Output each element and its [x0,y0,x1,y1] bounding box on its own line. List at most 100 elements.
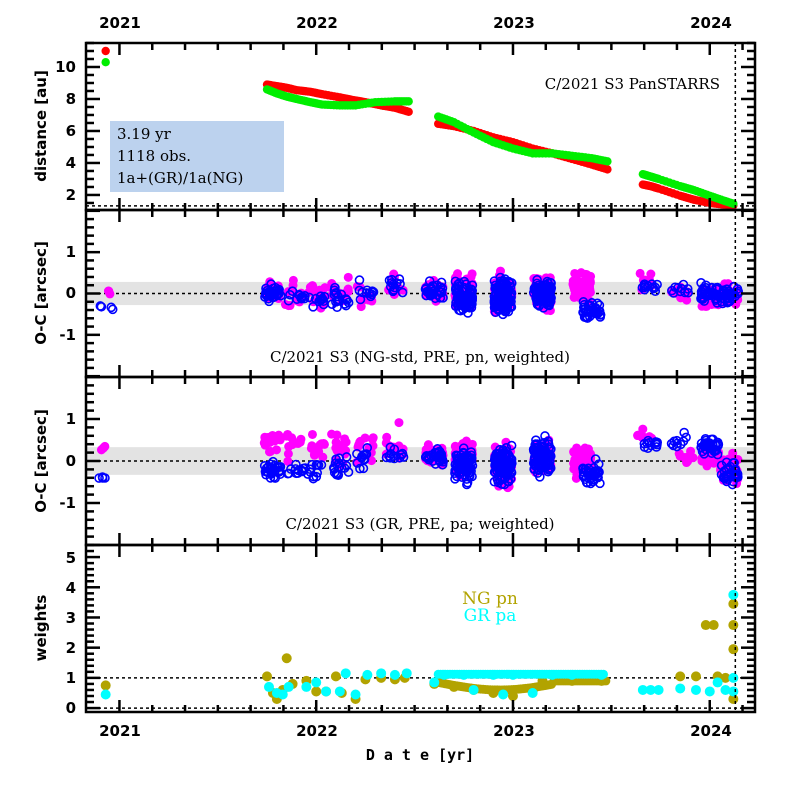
plot-area [86,266,755,323]
data-point [376,668,387,679]
data-point [708,620,719,631]
data-point [534,465,544,475]
data-point [538,303,549,313]
y-tick-label: -1 [59,326,76,344]
data-point [678,436,689,447]
data-point [728,598,739,609]
data-point [343,297,354,308]
data-point [495,475,506,486]
data-point [728,620,739,631]
data-point [425,290,436,301]
data-point [498,689,509,700]
data-point [330,288,341,298]
info-box-line: 1a+(GR)/1a(NG) [117,169,243,187]
top-tick-label: 2024 [690,14,732,32]
data-point [462,479,472,490]
data-point [578,453,588,463]
data-point [539,296,550,306]
panel-residuals-gr [84,375,757,547]
y-tick-label: 4 [66,154,76,172]
data-point [669,436,679,447]
data-point [436,450,447,460]
data-point [467,285,478,296]
bottom-tick-label: 2021 [99,722,141,740]
bottom-tick-label: 2023 [493,722,535,740]
data-point [395,452,405,463]
data-point [311,686,322,697]
data-point [725,291,736,301]
data-point [538,459,549,470]
data-point [500,306,510,317]
panel-title-oc-ng: C/2021 S3 (NG-std, PRE, pn, weighted) [270,348,570,366]
data-point [316,460,327,470]
data-point [327,429,337,439]
y-axis-title-oc-ng: O-C [arcsec] [32,241,50,345]
data-point [432,280,442,291]
y-tick-label: 2 [66,639,76,657]
data-point [307,429,317,439]
data-point [570,268,580,278]
data-point [357,451,367,462]
data-point [421,451,432,461]
data-point [506,454,517,465]
data-point [638,424,648,434]
data-point [652,279,662,290]
data-point [100,473,110,483]
data-point [595,478,605,489]
data-point [341,452,352,462]
y-tick-label: 6 [66,122,76,140]
data-point [454,462,464,473]
data-point [729,199,738,208]
data-point [454,468,464,478]
y-tick-label: 0 [66,452,76,470]
data-point [545,291,556,301]
data-point [283,456,293,466]
data-point [343,272,353,282]
data-point [457,453,467,463]
data-point [675,671,686,682]
data-point [355,294,366,305]
data-point [720,684,731,695]
data-point [277,689,288,700]
data-point [506,302,517,312]
data-point [106,302,116,313]
data-point [728,589,739,600]
data-point [434,456,445,467]
data-point [468,684,479,695]
data-point [427,281,438,291]
data-point [350,689,361,700]
data-point [690,684,701,695]
data-point [260,434,270,444]
data-point [401,668,412,679]
data-point [283,429,293,439]
data-point [389,669,400,680]
data-point [265,446,275,456]
panel-residuals-ng [84,208,757,379]
data-point [690,671,701,682]
data-point [569,447,579,457]
data-point [339,463,350,473]
data-point [532,275,542,285]
data-point [329,289,340,300]
data-point [281,653,292,664]
data-point [291,438,301,448]
data-point [578,307,588,318]
data-point [495,451,506,461]
data-point [703,440,713,451]
y-tick-label: 2 [66,186,76,204]
data-point [570,285,580,295]
data-point [358,463,369,474]
data-point [301,681,312,692]
data-point [391,278,402,288]
data-point [107,304,118,315]
data-point [681,453,691,463]
data-point [723,471,733,482]
data-point [334,462,345,472]
data-point [311,677,322,688]
data-point [583,287,593,297]
y-tick-label: 4 [66,579,76,597]
data-point [384,451,394,461]
plot-area [86,589,755,709]
data-point [676,283,687,294]
data-point [463,300,474,311]
